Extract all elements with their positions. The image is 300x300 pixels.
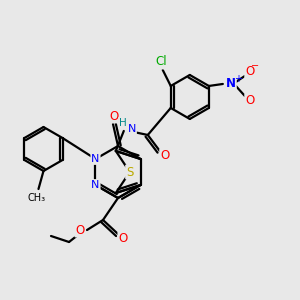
Text: O: O [110, 110, 118, 122]
Text: S: S [126, 166, 134, 178]
Text: H: H [119, 118, 127, 128]
Text: CH₃: CH₃ [27, 193, 46, 203]
Text: O: O [160, 149, 170, 163]
Text: O: O [118, 232, 127, 245]
Text: −: − [251, 61, 259, 71]
Text: O: O [245, 65, 254, 79]
Text: N: N [91, 180, 100, 190]
Text: O: O [245, 94, 254, 107]
Text: +: + [234, 74, 242, 84]
Text: Cl: Cl [155, 56, 167, 68]
Text: N: N [128, 124, 136, 134]
Text: O: O [75, 224, 85, 236]
Text: N: N [226, 77, 236, 91]
Text: N: N [91, 154, 100, 164]
